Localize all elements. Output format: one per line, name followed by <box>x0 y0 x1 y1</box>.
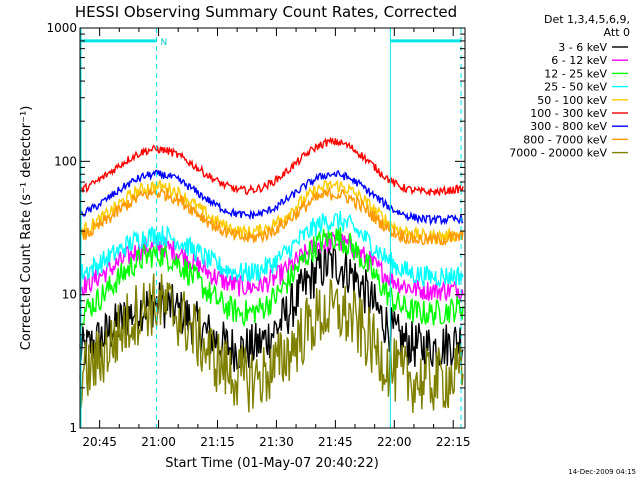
y-tick-label: 1000 <box>46 21 77 35</box>
x-axis: 20:45 21:00 21:15 21:30 21:45 22:00 22:15 <box>79 28 471 449</box>
x-axis-label: Start Time (01-May-07 20:40:22) <box>165 456 379 471</box>
legend-header: Att 0 <box>604 26 630 39</box>
x-tick-label: 22:15 <box>436 435 471 449</box>
series-line <box>79 246 464 372</box>
legend-entry-label: 3 - 6 keV <box>558 41 607 54</box>
legend-entry-label: 100 - 300 keV <box>530 107 607 120</box>
legend-entry-label: 25 - 50 keV <box>544 81 607 94</box>
plot-frame <box>79 27 466 429</box>
series-line <box>79 185 464 247</box>
y-tick-label: 1 <box>69 421 77 435</box>
legend-entry-label: 12 - 25 keV <box>544 67 607 80</box>
chart-title: HESSI Observing Summary Count Rates, Cor… <box>75 3 457 21</box>
x-tick-label: 21:30 <box>259 435 294 449</box>
series-line <box>79 136 464 197</box>
legend-entry-label: 300 - 800 keV <box>530 120 607 133</box>
y-axis: 1 10 100 1000 <box>46 21 465 435</box>
y-tick-label: 10 <box>62 288 77 302</box>
series-line <box>79 227 464 328</box>
series-line <box>79 273 464 414</box>
y-axis-label: Corrected Count Rate (s⁻¹ detector⁻¹) <box>19 106 34 351</box>
annotation-layer: N <box>80 28 462 428</box>
legend-header: Det 1,3,4,5,6,9, <box>544 13 630 26</box>
x-tick-label: 21:15 <box>200 435 235 449</box>
legend-entry-label: 50 - 100 keV <box>537 94 607 107</box>
footer-timestamp: 14-Dec-2009 04:15 <box>568 468 636 476</box>
series-layer <box>79 136 464 414</box>
legend-entry-label: 7000 - 20000 keV <box>509 147 607 160</box>
legend-entry-label: 800 - 7000 keV <box>523 133 607 146</box>
x-tick-label: 22:00 <box>377 435 412 449</box>
legend-entry-label: 6 - 12 keV <box>551 54 607 67</box>
saa-marker-label: N <box>161 38 168 48</box>
x-tick-label: 20:45 <box>82 435 117 449</box>
series-line <box>79 169 464 226</box>
y-tick-label: 100 <box>54 154 77 168</box>
series-line <box>79 211 464 288</box>
x-tick-label: 21:45 <box>318 435 353 449</box>
x-tick-label: 21:00 <box>141 435 176 449</box>
